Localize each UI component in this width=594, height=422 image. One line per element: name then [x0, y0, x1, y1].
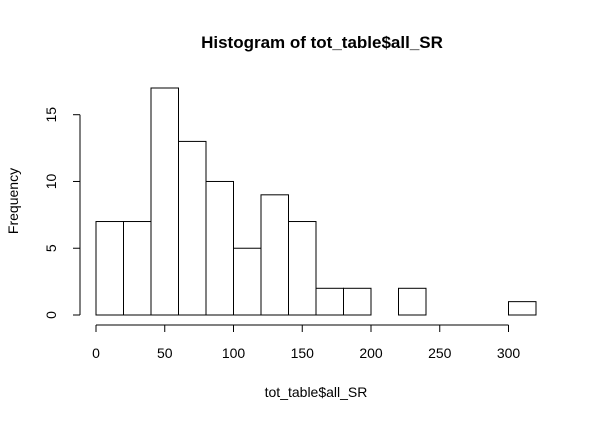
histogram-bar [508, 301, 537, 316]
histogram-bar [178, 140, 207, 316]
bars-group [95, 87, 537, 316]
x-tick-label: 0 [92, 345, 100, 361]
x-tick-label: 250 [428, 345, 452, 361]
y-axis: 0 5 10 15 [43, 107, 81, 319]
x-tick-label: 100 [222, 345, 246, 361]
histogram-bar [260, 194, 289, 316]
x-axis: 0 50 100 150 200 250 300 [92, 324, 521, 361]
x-tick-label: 300 [497, 345, 521, 361]
chart-title: Histogram of tot_table$all_SR [201, 33, 443, 52]
y-tick-label: 0 [43, 311, 59, 319]
histogram-bar [398, 287, 427, 316]
histogram-bar [205, 180, 234, 316]
x-axis-label: tot_table$all_SR [265, 384, 368, 400]
x-tick-label: 50 [157, 345, 173, 361]
histogram-bar [233, 247, 262, 316]
histogram-bar [288, 221, 317, 316]
histogram-bar [95, 221, 124, 316]
x-tick-label: 200 [359, 345, 383, 361]
histogram-bar [315, 287, 344, 316]
y-tick-label: 10 [43, 173, 59, 189]
y-axis-label: Frequency [5, 168, 21, 234]
y-tick-label: 5 [43, 244, 59, 252]
histogram-bar [123, 221, 152, 316]
y-tick-label: 15 [43, 107, 59, 123]
histogram-bar [343, 287, 372, 316]
x-tick-label: 150 [291, 345, 315, 361]
histogram-bar [150, 87, 179, 316]
